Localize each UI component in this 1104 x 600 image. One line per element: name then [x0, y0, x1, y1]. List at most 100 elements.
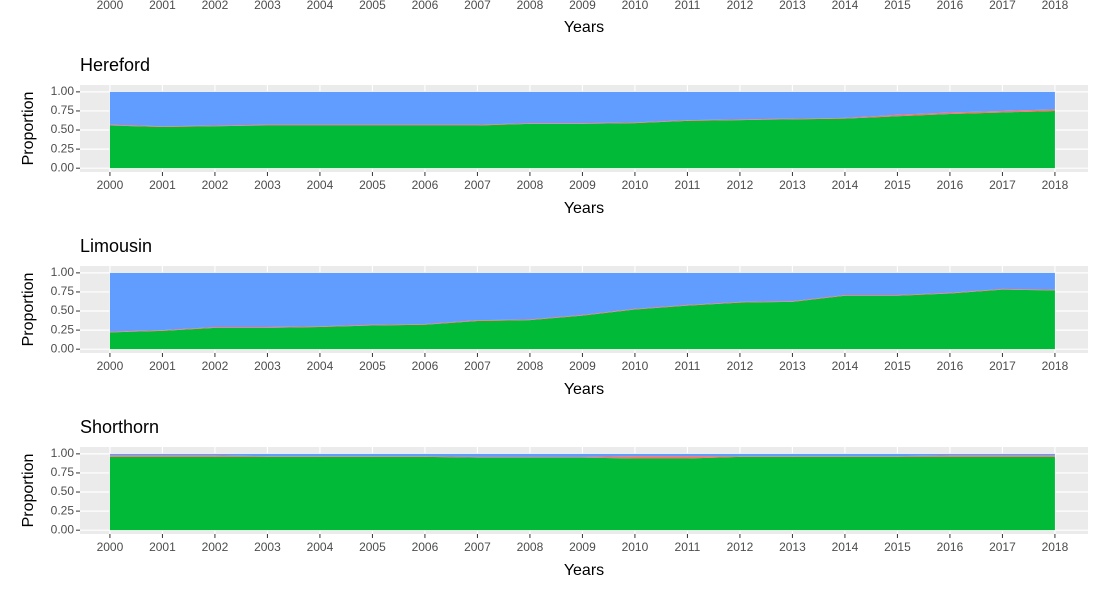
x-tick-label: 2001 [149, 178, 176, 192]
x-tick-label: 2007 [464, 0, 491, 12]
x-tick-label: 2014 [832, 540, 859, 554]
x-tick-label: 2007 [464, 540, 491, 554]
x-tick-label: 2010 [622, 540, 649, 554]
x-tick-label: 2015 [884, 178, 911, 192]
x-tick-label: 2001 [149, 0, 176, 12]
y-tick-label: 0.25 [51, 141, 75, 155]
y-axis-title: Proportion [20, 273, 37, 347]
area [109, 91, 1055, 127]
x-tick-label: 2014 [832, 359, 859, 373]
x-tick-label: 2013 [779, 0, 806, 12]
x-tick-label: 2004 [307, 540, 334, 554]
x-tick-label: 2006 [412, 178, 439, 192]
x-tick-label: 2003 [254, 359, 281, 373]
x-tick-label: 2011 [675, 178, 701, 192]
x-tick-label: 2006 [412, 359, 439, 373]
x-tick-label: 2008 [517, 540, 544, 554]
area [109, 110, 1055, 169]
x-tick-label: 2000 [97, 540, 124, 554]
x-tick-label: 2007 [464, 178, 491, 192]
area [109, 453, 1055, 457]
y-tick-label: 1.00 [51, 265, 75, 279]
x-tick-label: 2010 [622, 359, 649, 373]
x-tick-label: 2009 [569, 0, 596, 12]
area [109, 109, 1055, 127]
x-tick-label: 2004 [307, 178, 334, 192]
panel-title: Limousin [80, 236, 152, 256]
x-tick-label: 2005 [359, 540, 386, 554]
x-tick-label: 2016 [937, 540, 964, 554]
x-axis-title: Years [564, 200, 604, 217]
x-axis-title: Years [564, 381, 604, 398]
x-tick-label: 2013 [779, 359, 806, 373]
y-tick-label: 1.00 [51, 446, 75, 460]
x-tick-label: 2015 [884, 359, 911, 373]
x-tick-label: 2002 [202, 0, 229, 12]
x-tick-label: 2008 [517, 0, 544, 12]
x-tick-label: 2011 [675, 0, 701, 12]
x-tick-label: 2008 [517, 178, 544, 192]
x-tick-label: 2003 [254, 0, 281, 12]
x-tick-label: 2006 [412, 540, 439, 554]
x-tick-label: 2017 [989, 359, 1016, 373]
panel-title: Shorthorn [80, 417, 159, 437]
x-tick-label: 2002 [202, 540, 229, 554]
x-axis-title: Years [564, 19, 604, 36]
x-tick-label: 2016 [937, 359, 964, 373]
x-tick-label: 2002 [202, 178, 229, 192]
x-tick-label: 2012 [727, 359, 754, 373]
y-tick-label: 0.00 [51, 522, 75, 536]
x-tick-label: 2010 [622, 178, 649, 192]
x-tick-label: 2005 [359, 0, 386, 12]
x-tick-label: 2010 [622, 0, 649, 12]
x-tick-label: 2001 [149, 540, 176, 554]
y-tick-label: 0.00 [51, 160, 75, 174]
x-tick-label: 2014 [832, 178, 859, 192]
y-tick-label: 0.50 [51, 122, 75, 136]
x-tick-label: 2011 [675, 540, 701, 554]
y-tick-label: 0.75 [51, 465, 75, 479]
x-tick-label: 2004 [307, 0, 334, 12]
x-tick-label: 2018 [1042, 540, 1069, 554]
x-tick-label: 2018 [1042, 359, 1069, 373]
x-tick-label: 2016 [937, 0, 964, 12]
x-tick-label: 2001 [149, 359, 176, 373]
y-tick-label: 0.50 [51, 303, 75, 317]
y-tick-label: 0.25 [51, 503, 75, 517]
x-tick-label: 2004 [307, 359, 334, 373]
x-axis-title: Years [564, 562, 604, 579]
x-tick-label: 2003 [254, 540, 281, 554]
x-tick-label: 2009 [569, 359, 596, 373]
x-tick-label: 2011 [675, 359, 701, 373]
x-tick-label: 2000 [97, 178, 124, 192]
x-tick-label: 2000 [97, 359, 124, 373]
x-tick-label: 2018 [1042, 0, 1069, 12]
x-tick-label: 2000 [97, 0, 124, 12]
y-tick-label: 1.00 [51, 84, 75, 98]
y-tick-label: 0.75 [51, 103, 75, 117]
x-tick-label: 2006 [412, 0, 439, 12]
x-tick-label: 2014 [832, 0, 859, 12]
x-tick-label: 2005 [359, 178, 386, 192]
x-tick-label: 2017 [989, 178, 1016, 192]
x-tick-label: 2012 [727, 178, 754, 192]
area [109, 288, 1055, 333]
x-tick-label: 2015 [884, 540, 911, 554]
area [109, 456, 1055, 531]
y-axis-title: Proportion [20, 454, 37, 528]
x-tick-label: 2015 [884, 0, 911, 12]
x-tick-label: 2013 [779, 178, 806, 192]
y-axis-title: Proportion [20, 92, 37, 166]
x-tick-label: 2008 [517, 359, 544, 373]
x-tick-label: 2017 [989, 540, 1016, 554]
y-tick-label: 0.75 [51, 284, 75, 298]
x-tick-label: 2013 [779, 540, 806, 554]
x-tick-label: 2009 [569, 540, 596, 554]
x-tick-label: 2007 [464, 359, 491, 373]
y-tick-label: 0.00 [51, 341, 75, 355]
y-tick-label: 0.25 [51, 322, 75, 336]
x-tick-label: 2018 [1042, 178, 1069, 192]
x-tick-label: 2002 [202, 359, 229, 373]
x-tick-label: 2009 [569, 178, 596, 192]
